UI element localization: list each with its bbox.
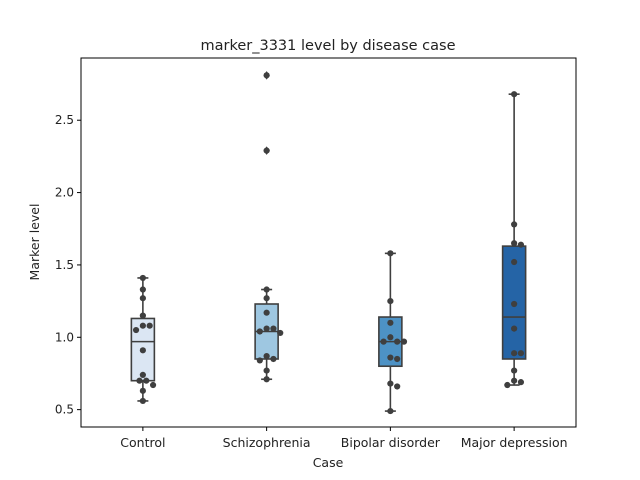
data-point	[146, 322, 153, 329]
x-tick-label: Major depression	[461, 435, 568, 450]
data-point	[139, 347, 146, 354]
data-point	[511, 377, 518, 384]
box-group-4	[501, 93, 527, 386]
data-point	[263, 72, 270, 79]
data-point	[517, 350, 525, 357]
data-point	[263, 286, 270, 293]
data-points-4	[504, 91, 525, 389]
data-point	[394, 355, 401, 363]
data-point	[511, 258, 518, 266]
x-tick-label: Schizophrenia	[223, 435, 311, 450]
data-point	[270, 355, 277, 363]
data-points-3	[380, 250, 408, 415]
data-point	[387, 407, 394, 415]
data-point	[387, 380, 394, 387]
data-point	[504, 381, 511, 389]
data-point	[256, 328, 263, 335]
chart-title: marker_3331 level by disease case	[201, 38, 456, 54]
x-axis-label: Case	[313, 455, 344, 470]
data-point	[139, 295, 146, 302]
data-point	[511, 240, 518, 247]
data-point	[139, 322, 146, 329]
data-point	[263, 295, 270, 302]
x-tick-label: Control	[120, 435, 165, 450]
data-point	[263, 147, 270, 154]
data-point	[277, 329, 284, 337]
data-point	[387, 319, 394, 326]
data-point	[511, 350, 518, 357]
data-point	[387, 354, 394, 361]
x-tick-label: Bipolar disorder	[341, 435, 441, 450]
data-point	[387, 334, 394, 341]
data-point	[263, 325, 270, 332]
data-points-1	[132, 274, 157, 405]
y-tick-label: 1.0	[55, 330, 74, 344]
data-point	[394, 383, 401, 390]
data-point	[132, 326, 140, 334]
data-point	[517, 379, 525, 386]
plot-area	[130, 71, 527, 415]
data-point	[139, 387, 146, 394]
data-point	[511, 325, 518, 332]
data-point	[511, 300, 518, 308]
data-point	[387, 298, 394, 305]
y-tick-label: 1.5	[55, 258, 74, 272]
data-point	[263, 309, 270, 316]
plot-frame	[80, 57, 577, 428]
y-tick-label: 2.5	[55, 113, 74, 127]
data-point	[387, 250, 394, 257]
data-point	[511, 367, 518, 374]
y-tick-label: 2.0	[55, 186, 74, 200]
data-point	[511, 91, 518, 98]
data-point	[380, 338, 387, 345]
data-point	[149, 381, 157, 389]
data-point	[511, 221, 518, 228]
data-point	[139, 397, 146, 405]
data-point	[263, 352, 270, 360]
data-point	[143, 377, 150, 384]
data-point	[139, 312, 146, 319]
data-point	[263, 367, 270, 374]
data-point	[139, 274, 146, 282]
data-point	[400, 338, 408, 345]
data-point	[139, 286, 146, 293]
data-points-2	[256, 72, 284, 383]
y-axis-label: Marker level	[27, 204, 42, 281]
data-point	[136, 377, 143, 384]
data-point	[256, 357, 263, 364]
data-point	[270, 325, 277, 332]
data-point	[263, 376, 270, 383]
data-point	[394, 338, 401, 345]
data-point	[517, 241, 525, 248]
y-tick-label: 0.5	[55, 403, 74, 417]
axes: 0.5 1.0 1.5 2.0 2.5 Control Schizophrenia Bipol…	[55, 113, 568, 450]
box-group-3	[378, 252, 403, 412]
data-point	[139, 371, 146, 379]
